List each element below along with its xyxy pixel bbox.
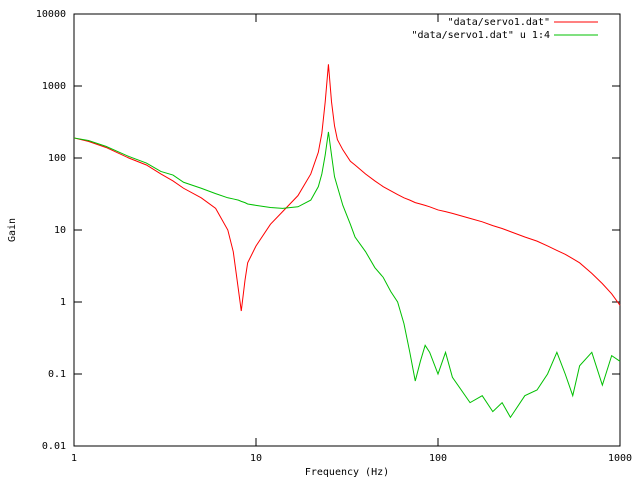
y-tick-label: 0.01 — [42, 441, 66, 452]
y-tick-label: 100 — [48, 153, 66, 164]
x-tick-label: 10 — [250, 453, 262, 464]
y-tick-label: 10 — [54, 225, 66, 236]
data-line — [73, 131, 621, 419]
data-line — [73, 64, 621, 312]
y-axis-label: Gain — [7, 218, 18, 242]
y-tick-label: 1 — [60, 297, 66, 308]
x-axis-label: Frequency (Hz) — [305, 467, 389, 478]
legend-label: "data/servo1.dat" — [448, 17, 550, 28]
y-tick-label: 10000 — [36, 9, 66, 20]
x-tick-label: 1000 — [608, 453, 632, 464]
y-tick-label: 0.1 — [48, 369, 66, 380]
plot-frame — [73, 13, 621, 447]
y-tick-label: 1000 — [42, 81, 66, 92]
x-tick-label: 1 — [71, 453, 77, 464]
x-tick-label: 100 — [429, 453, 447, 464]
legend-label: "data/servo1.dat" u 1:4 — [412, 30, 550, 41]
